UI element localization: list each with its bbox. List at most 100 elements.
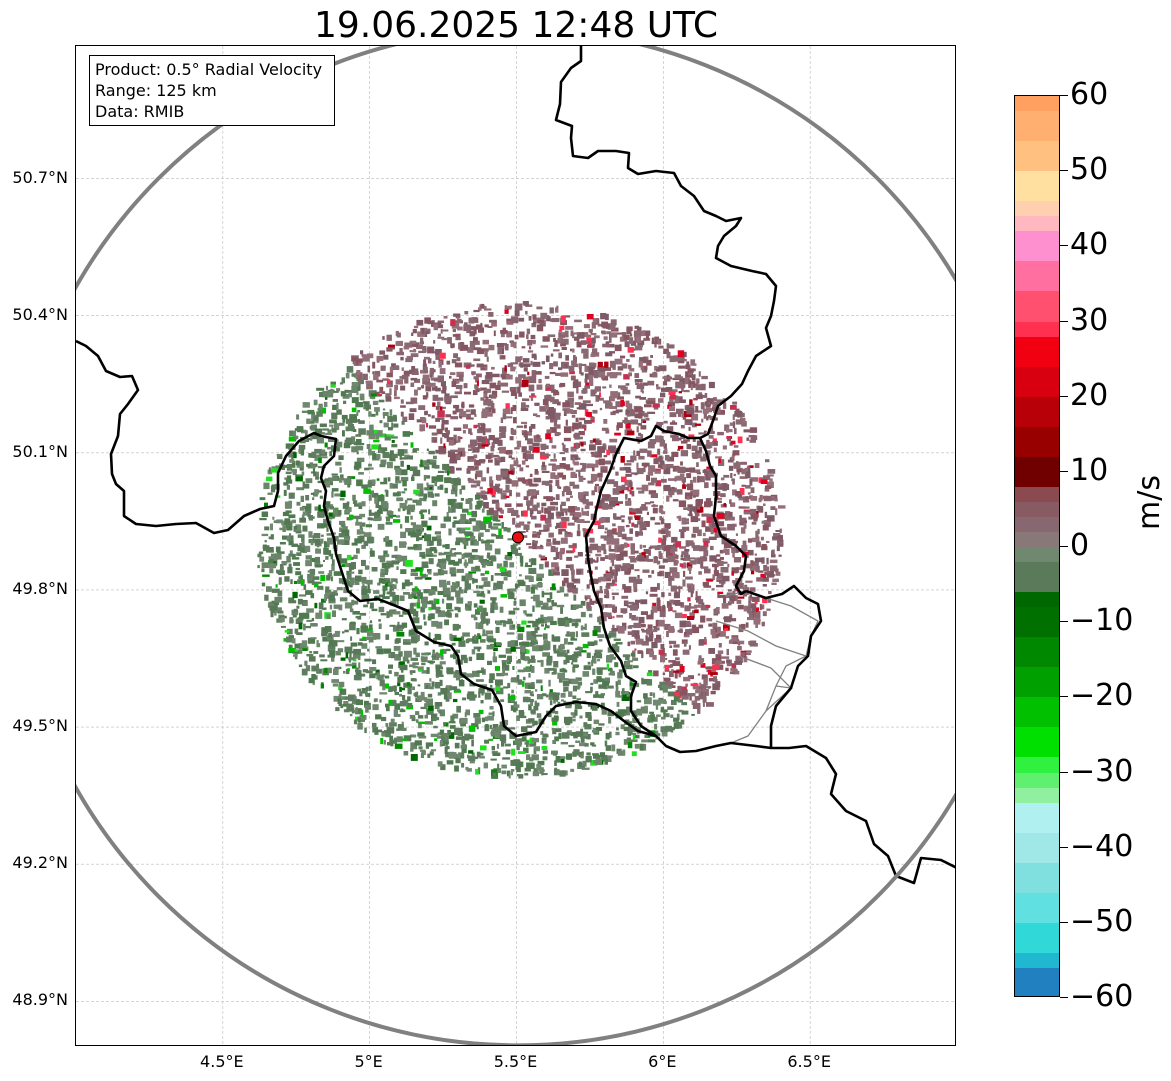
velocity-echo — [326, 527, 329, 532]
velocity-echo — [428, 705, 434, 711]
velocity-echo — [731, 547, 738, 551]
velocity-echo — [403, 370, 410, 377]
velocity-echo — [751, 561, 759, 569]
velocity-echo — [755, 565, 760, 573]
velocity-echo — [526, 725, 533, 728]
velocity-echo — [346, 570, 352, 575]
velocity-echo — [297, 534, 305, 538]
velocity-echo — [410, 657, 419, 661]
velocity-echo — [691, 374, 696, 381]
velocity-echo — [557, 617, 565, 625]
velocity-echo — [396, 599, 399, 605]
velocity-echo — [698, 695, 702, 699]
velocity-echo — [637, 517, 644, 523]
velocity-echo — [682, 579, 686, 587]
velocity-echo — [608, 336, 612, 343]
velocity-echo — [321, 607, 327, 610]
velocity-echo — [511, 509, 519, 516]
velocity-echo — [716, 681, 721, 688]
velocity-echo — [423, 621, 427, 626]
velocity-echo — [393, 685, 397, 693]
velocity-echo — [761, 557, 765, 564]
velocity-echo — [364, 585, 368, 593]
velocity-echo — [542, 773, 548, 776]
velocity-echo — [536, 764, 542, 771]
velocity-echo — [732, 552, 735, 558]
velocity-echo — [356, 457, 365, 463]
velocity-echo — [491, 746, 495, 751]
velocity-echo — [577, 681, 583, 686]
velocity-echo — [572, 587, 578, 594]
velocity-echo — [501, 770, 507, 775]
velocity-echo — [516, 623, 521, 628]
velocity-echo — [263, 482, 270, 490]
velocity-echo — [302, 525, 308, 532]
velocity-echo — [658, 699, 666, 704]
velocity-echo — [336, 402, 339, 409]
velocity-echo — [639, 521, 647, 529]
velocity-echo — [758, 570, 764, 573]
velocity-echo — [704, 482, 709, 489]
velocity-echo — [634, 373, 640, 378]
velocity-echo — [616, 425, 620, 431]
velocity-echo — [528, 445, 534, 451]
velocity-echo — [737, 639, 740, 642]
velocity-echo — [514, 303, 523, 311]
velocity-echo — [561, 457, 566, 461]
velocity-echo — [720, 493, 726, 498]
velocity-echo — [600, 466, 608, 473]
velocity-echo — [529, 757, 534, 762]
velocity-echo — [631, 472, 639, 475]
velocity-echo — [427, 491, 434, 498]
velocity-echo — [507, 570, 512, 577]
velocity-echo — [735, 419, 743, 425]
velocity-echo — [529, 490, 536, 496]
velocity-echo — [653, 626, 657, 629]
velocity-echo — [701, 418, 704, 423]
velocity-echo — [707, 400, 711, 405]
velocity-echo — [357, 722, 363, 730]
velocity-echo — [743, 593, 749, 596]
velocity-echo — [730, 502, 736, 507]
velocity-echo — [733, 588, 737, 591]
velocity-echo — [441, 447, 447, 454]
velocity-echo — [269, 568, 274, 574]
velocity-echo — [354, 716, 359, 721]
velocity-echo — [391, 444, 398, 448]
velocity-echo — [465, 573, 473, 581]
velocity-echo — [540, 345, 549, 348]
velocity-echo — [646, 558, 653, 562]
velocity-echo — [627, 733, 632, 736]
velocity-echo — [367, 628, 373, 632]
velocity-echo — [617, 672, 623, 679]
velocity-echo — [576, 698, 581, 701]
velocity-echo — [288, 648, 296, 653]
velocity-echo — [745, 622, 749, 628]
velocity-echo — [544, 445, 549, 449]
velocity-echo — [580, 372, 584, 376]
velocity-echo — [592, 727, 599, 733]
velocity-echo — [453, 516, 457, 519]
velocity-echo — [417, 331, 426, 337]
velocity-echo — [271, 602, 278, 609]
velocity-echo — [626, 543, 630, 547]
velocity-echo — [275, 584, 278, 588]
velocity-echo — [617, 751, 626, 756]
velocity-echo — [409, 369, 415, 375]
radar-map[interactable] — [75, 45, 956, 1046]
velocity-echo — [313, 576, 320, 580]
velocity-echo — [345, 437, 353, 444]
velocity-echo — [377, 523, 385, 530]
velocity-echo — [633, 580, 638, 588]
velocity-echo — [779, 528, 782, 533]
velocity-echo — [481, 577, 488, 581]
velocity-echo — [530, 334, 536, 339]
velocity-echo — [659, 610, 666, 618]
velocity-echo — [264, 502, 268, 508]
velocity-echo — [641, 640, 649, 646]
velocity-echo — [445, 544, 450, 550]
velocity-echo — [466, 468, 471, 474]
velocity-echo — [549, 485, 553, 493]
velocity-echo — [678, 360, 684, 363]
velocity-echo — [349, 571, 355, 574]
